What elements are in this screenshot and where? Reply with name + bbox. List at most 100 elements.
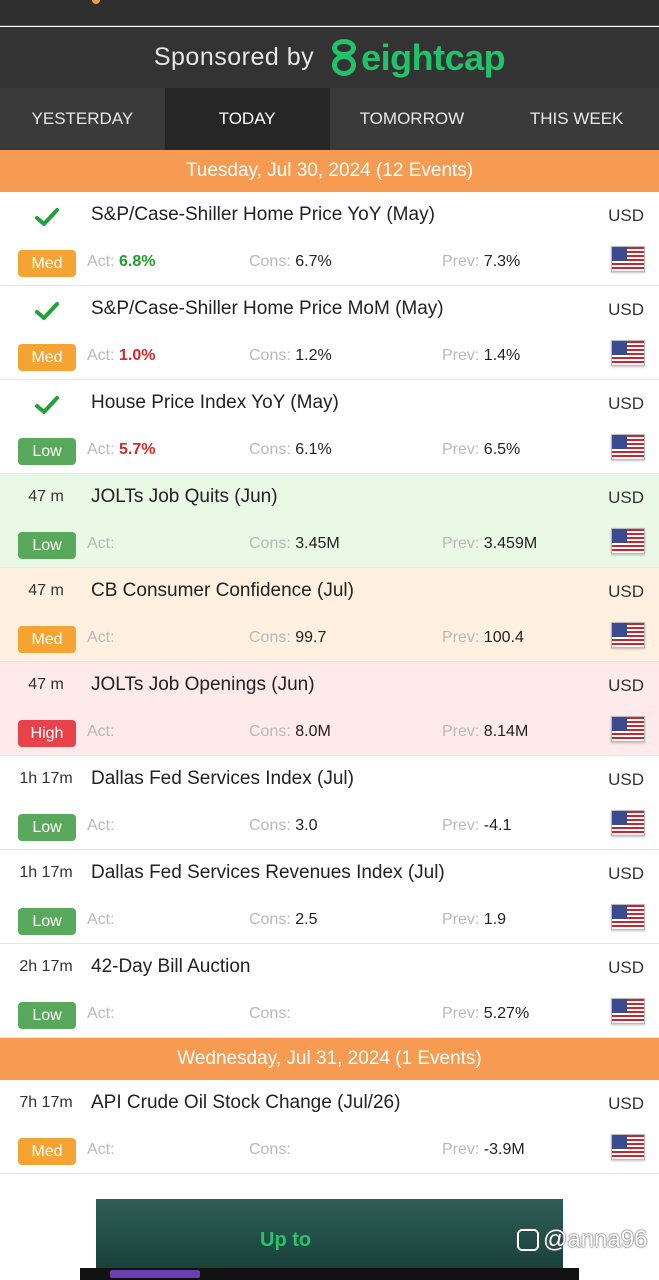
- actual-value: Act: 1.0%: [87, 347, 156, 364]
- event-row[interactable]: S&P/Case-Shiller Home Price MoM (May) USD…: [0, 286, 659, 380]
- event-row[interactable]: 7h 17m API Crude Oil Stock Change (Jul/26…: [0, 1080, 659, 1174]
- consensus-value: Cons: 6.1%: [249, 441, 332, 458]
- actual-value: Act:: [87, 723, 115, 740]
- event-row[interactable]: 47 m CB Consumer Confidence (Jul) USD Med Ac…: [0, 568, 659, 662]
- event-time: 47 m: [28, 676, 64, 693]
- us-flag-icon: [611, 246, 645, 272]
- tab-tomorrow[interactable]: TOMORROW: [359, 109, 465, 128]
- event-time: 47 m: [28, 582, 64, 599]
- tab-today[interactable]: TODAY: [164, 88, 330, 150]
- actual-value: Act: 5.7%: [87, 441, 156, 458]
- consensus-value: Cons: 2.5: [249, 911, 318, 928]
- previous-value: Prev: 3.459M: [442, 535, 538, 552]
- impact-badge: Low: [18, 814, 76, 841]
- watermark: @anna96: [517, 1226, 647, 1254]
- ad-strip[interactable]: [80, 1268, 579, 1280]
- status-strip: [0, 0, 659, 26]
- event-time: 1h 17m: [19, 864, 73, 881]
- event-currency: USD: [608, 676, 644, 695]
- actual-value: Act: 6.8%: [87, 253, 156, 270]
- sponsor-label: Sponsored by: [153, 43, 315, 71]
- event-currency: USD: [608, 770, 644, 789]
- actual-value: Act:: [87, 1141, 115, 1158]
- brand-name: eightcap: [361, 36, 506, 78]
- event-currency: USD: [608, 206, 644, 225]
- us-flag-icon: [611, 1134, 645, 1160]
- actual-value: Act:: [87, 911, 115, 928]
- event-currency: USD: [608, 1094, 644, 1113]
- event-name: S&P/Case-Shiller Home Price YoY (May): [91, 204, 435, 225]
- date-header: Wednesday, Jul 31, 2024 (1 Events): [0, 1038, 659, 1080]
- previous-value: Prev: -4.1: [442, 817, 512, 834]
- event-row[interactable]: 2h 17m 42-Day Bill Auction USD Low Act: Cons…: [0, 944, 659, 1038]
- event-currency: USD: [608, 394, 644, 413]
- event-name: API Crude Oil Stock Change (Jul/26): [91, 1092, 401, 1113]
- event-name: CB Consumer Confidence (Jul): [91, 580, 354, 601]
- event-name: 42-Day Bill Auction: [91, 956, 251, 977]
- event-currency: USD: [608, 864, 644, 883]
- previous-value: Prev: 8.14M: [442, 723, 529, 740]
- consensus-value: Cons: 8.0M: [249, 723, 331, 740]
- previous-value: Prev: -3.9M: [442, 1141, 525, 1158]
- event-name: Dallas Fed Services Revenues Index (Jul): [91, 862, 445, 883]
- impact-badge: Med: [18, 344, 76, 371]
- us-flag-icon: [611, 904, 645, 930]
- accent-mark: [92, 0, 100, 4]
- event-currency: USD: [608, 958, 644, 977]
- actual-value: Act:: [87, 817, 115, 834]
- event-name: House Price Index YoY (May): [91, 392, 339, 413]
- impact-badge: Med: [18, 250, 76, 277]
- impact-badge: Med: [18, 1138, 76, 1165]
- event-currency: USD: [608, 300, 644, 319]
- brand-logo[interactable]: eightcap: [330, 36, 506, 79]
- us-flag-icon: [611, 434, 645, 460]
- event-row[interactable]: 47 m JOLTs Job Quits (Jun) USD Low Act: Cons…: [0, 474, 659, 568]
- previous-value: Prev: 7.3%: [442, 253, 521, 270]
- us-flag-icon: [611, 528, 645, 554]
- previous-value: Prev: 1.9: [442, 911, 507, 928]
- consensus-value: Cons: 99.7: [249, 629, 327, 646]
- impact-badge: Low: [18, 908, 76, 935]
- impact-badge: Low: [18, 1002, 76, 1029]
- previous-value: Prev: 5.27%: [442, 1005, 530, 1022]
- event-row[interactable]: 1h 17m Dallas Fed Services Index (Jul) USD…: [0, 756, 659, 850]
- previous-value: Prev: 100.4: [442, 629, 524, 646]
- previous-value: Prev: 1.4%: [442, 347, 521, 364]
- event-name: Dallas Fed Services Index (Jul): [91, 768, 354, 789]
- sponsor-banner[interactable]: Sponsored by eightcap: [0, 27, 659, 88]
- checkmark-icon: [35, 395, 59, 415]
- checkmark-icon: [35, 207, 59, 227]
- event-time: 47 m: [28, 488, 64, 505]
- day-tabs: YESTERDAY TODAY TOMORROW THIS WEEK: [0, 88, 659, 150]
- tab-yesterday[interactable]: YESTERDAY: [31, 109, 134, 128]
- actual-value: Act:: [87, 1005, 115, 1022]
- ad-text: Up to: [260, 1229, 312, 1251]
- event-name: JOLTs Job Openings (Jun): [91, 674, 315, 695]
- event-time: 1h 17m: [19, 770, 73, 787]
- impact-badge: Med: [18, 626, 76, 653]
- consensus-value: Cons: 3.45M: [249, 535, 340, 552]
- brand-mark-icon: [330, 38, 358, 77]
- event-row[interactable]: S&P/Case-Shiller Home Price YoY (May) USD…: [0, 192, 659, 286]
- consensus-value: Cons: 3.0: [249, 817, 318, 834]
- watermark-text: @anna96: [543, 1226, 648, 1253]
- impact-badge: Low: [18, 532, 76, 559]
- event-currency: USD: [608, 488, 644, 507]
- ad-banner[interactable]: Up to: [96, 1199, 563, 1280]
- tab-this-week[interactable]: THIS WEEK: [529, 109, 624, 128]
- consensus-value: Cons:: [249, 1141, 291, 1158]
- event-currency: USD: [608, 582, 644, 601]
- us-flag-icon: [611, 716, 645, 742]
- event-row[interactable]: House Price Index YoY (May) USD Low Act: 5.…: [0, 380, 659, 474]
- checkmark-icon: [35, 301, 59, 321]
- event-time: 2h 17m: [19, 958, 73, 975]
- event-row[interactable]: 1h 17m Dallas Fed Services Revenues Index…: [0, 850, 659, 944]
- actual-value: Act:: [87, 629, 115, 646]
- app-logo-icon: [517, 1229, 539, 1251]
- us-flag-icon: [611, 340, 645, 366]
- consensus-value: Cons: 6.7%: [249, 253, 332, 270]
- event-row[interactable]: 47 m JOLTs Job Openings (Jun) USD High Act: …: [0, 662, 659, 756]
- us-flag-icon: [611, 810, 645, 836]
- actual-value: Act:: [87, 535, 115, 552]
- consensus-value: Cons: 1.2%: [249, 347, 332, 364]
